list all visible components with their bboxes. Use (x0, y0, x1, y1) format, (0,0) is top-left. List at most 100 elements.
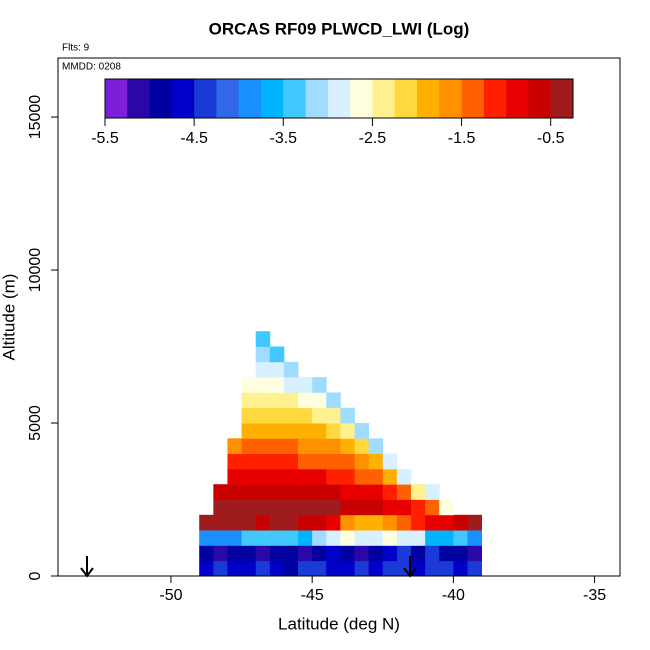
heat-cell (312, 453, 327, 470)
heat-cell (241, 423, 257, 439)
heat-cell (298, 545, 313, 562)
heat-cell (467, 530, 483, 546)
heat-cell (382, 530, 398, 546)
colorbar-swatch (305, 79, 329, 118)
heat-cell (213, 514, 228, 531)
heat-cell (354, 468, 370, 485)
heat-cell (326, 453, 341, 470)
heat-cell (439, 545, 454, 562)
colorbar-swatch (483, 79, 507, 118)
chart-title: ORCAS RF09 PLWCD_LWI (Log) (209, 19, 470, 38)
heat-cell (241, 377, 257, 393)
heat-cell (298, 530, 313, 546)
heat-cell (241, 545, 257, 562)
heat-cell (411, 499, 426, 516)
heat-cell (283, 560, 299, 577)
heat-cell (283, 545, 299, 562)
colorbar-swatch (439, 79, 462, 118)
heat-cell (368, 560, 384, 577)
colorbar-tick-label: -1.5 (448, 130, 476, 147)
colorbar-swatch (372, 79, 396, 118)
heat-cell (326, 484, 341, 500)
heat-cell (340, 545, 355, 562)
heat-cell (255, 545, 271, 562)
heatmap (199, 331, 483, 577)
heat-cell (326, 468, 341, 485)
colorbar-swatch (216, 79, 240, 118)
heat-cell (411, 560, 426, 577)
heat-cell (312, 530, 327, 546)
heat-cell (269, 346, 285, 363)
arrow (80, 556, 94, 578)
heat-cell (340, 468, 355, 485)
heat-cell (269, 361, 285, 378)
heat-cell (382, 560, 398, 577)
heat-cell (269, 514, 285, 531)
colorbar-swatch (127, 79, 150, 118)
arrow (403, 556, 417, 578)
heat-cell (199, 530, 214, 546)
heat-cell (255, 346, 271, 363)
heat-cell (326, 530, 341, 546)
heat-cell (241, 438, 257, 455)
heat-cell (368, 530, 384, 546)
heat-cell (354, 514, 370, 531)
heat-cell (269, 453, 285, 470)
heat-cell (312, 392, 327, 409)
colorbar-swatch (528, 79, 552, 118)
heat-cell (340, 514, 355, 531)
heat-cell (213, 530, 228, 546)
heat-cell (283, 484, 299, 500)
heat-cell (354, 423, 370, 439)
heat-cell (255, 438, 271, 455)
heat-cell (241, 453, 257, 470)
y-tick-label: 10000 (27, 248, 44, 293)
heat-cell (411, 545, 426, 562)
colorbar-swatch (550, 79, 574, 118)
colorbar: -5.5 -4.5 -3.5 -2.5 -1.5 -0.5 (91, 78, 574, 147)
heat-cell (227, 530, 242, 546)
heat-cell (213, 484, 228, 500)
colorbar-swatch (506, 79, 529, 118)
heat-cell (368, 545, 384, 562)
heat-cell (453, 514, 468, 531)
y-tick-label: 15000 (27, 95, 44, 140)
heat-cell (241, 514, 257, 531)
heat-cell (411, 484, 426, 500)
y-tick-label: 5000 (27, 405, 44, 441)
heat-cell (425, 499, 440, 516)
heat-cell (340, 423, 355, 439)
heat-cell (425, 560, 440, 577)
heat-cell (227, 453, 242, 470)
heat-cell (340, 560, 355, 577)
heat-cell (368, 484, 384, 500)
heat-cell (312, 423, 327, 439)
heat-cell (396, 545, 412, 562)
colorbar-swatch (461, 79, 485, 118)
heat-cell (269, 545, 285, 562)
heat-cell (269, 377, 285, 393)
heat-cell (227, 545, 242, 562)
heat-cell (255, 530, 271, 546)
heat-cell (382, 545, 398, 562)
heat-cell (241, 407, 257, 424)
heat-cell (312, 407, 327, 424)
heat-cell (255, 514, 271, 531)
x-tick-label: -35 (583, 587, 606, 604)
x-axis-label: Latitude (deg N) (278, 614, 400, 633)
heat-cell (241, 484, 257, 500)
heat-cell (213, 499, 228, 516)
heat-cell (453, 545, 468, 562)
heat-cell (255, 560, 271, 577)
heat-cell (354, 499, 370, 516)
heat-cell (368, 468, 384, 485)
heat-cell (227, 499, 242, 516)
heat-cell (269, 423, 285, 439)
heat-cell (425, 545, 440, 562)
heat-cell (382, 453, 398, 470)
heat-cell (298, 377, 313, 393)
heat-cell (283, 453, 299, 470)
heat-cell (382, 514, 398, 531)
heat-cell (312, 377, 327, 393)
